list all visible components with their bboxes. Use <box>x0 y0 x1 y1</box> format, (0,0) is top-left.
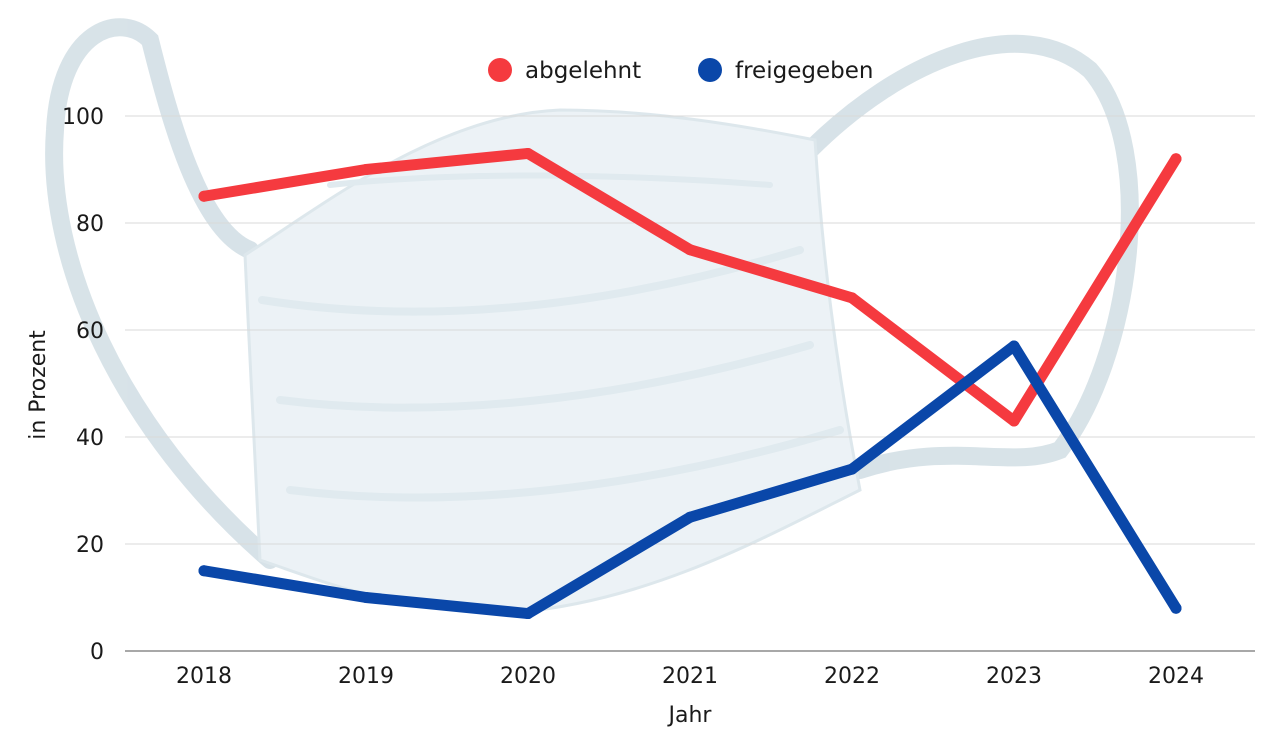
data-point-abgelehnt <box>522 147 534 159</box>
data-point-freigegeben <box>360 592 372 603</box>
y-tick-label: 100 <box>62 105 104 130</box>
x-tick-label: 2022 <box>824 664 880 689</box>
data-point-abgelehnt <box>1170 153 1182 165</box>
y-tick-labels: 0 20 40 60 80 100 <box>62 105 104 665</box>
x-tick-labels: 2018 2019 2020 2021 2022 2023 2024 <box>176 664 1204 689</box>
legend-item-freigegeben: freigegeben <box>698 58 873 84</box>
x-tick-label: 2024 <box>1148 664 1204 689</box>
x-tick-label: 2019 <box>338 664 394 689</box>
legend-swatch-freigegeben <box>698 58 722 82</box>
data-point-freigegeben <box>846 463 858 475</box>
data-point-freigegeben <box>198 565 210 577</box>
data-point-freigegeben <box>1170 602 1182 614</box>
legend-swatch-abgelehnt <box>488 58 512 82</box>
x-tick-label: 2021 <box>662 664 718 689</box>
y-tick-label: 0 <box>90 640 104 665</box>
legend-label-abgelehnt: abgelehnt <box>525 58 641 84</box>
x-tick-label: 2023 <box>986 664 1042 689</box>
data-point-freigegeben <box>522 608 534 620</box>
x-axis-label: Jahr <box>667 703 713 728</box>
data-point-abgelehnt <box>360 164 372 175</box>
y-tick-label: 20 <box>76 533 104 558</box>
data-point-freigegeben <box>1008 340 1020 352</box>
data-point-abgelehnt <box>684 244 696 256</box>
x-tick-label: 2020 <box>500 664 556 689</box>
data-point-abgelehnt <box>846 292 858 304</box>
y-tick-label: 40 <box>76 426 104 451</box>
data-point-abgelehnt <box>1008 415 1020 427</box>
data-point-abgelehnt <box>198 190 210 202</box>
series-lines <box>198 147 1182 620</box>
y-tick-label: 80 <box>76 212 104 237</box>
legend-item-abgelehnt: abgelehnt <box>488 58 641 84</box>
y-tick-label: 60 <box>76 319 104 344</box>
y-axis-label: in Prozent <box>26 330 51 440</box>
face-mask-illustration <box>45 18 1139 614</box>
grid-lines <box>125 115 1255 652</box>
x-tick-label: 2018 <box>176 664 232 689</box>
data-point-freigegeben <box>684 511 696 523</box>
legend: abgelehnt freigegeben <box>488 58 873 84</box>
legend-label-freigegeben: freigegeben <box>735 58 873 84</box>
